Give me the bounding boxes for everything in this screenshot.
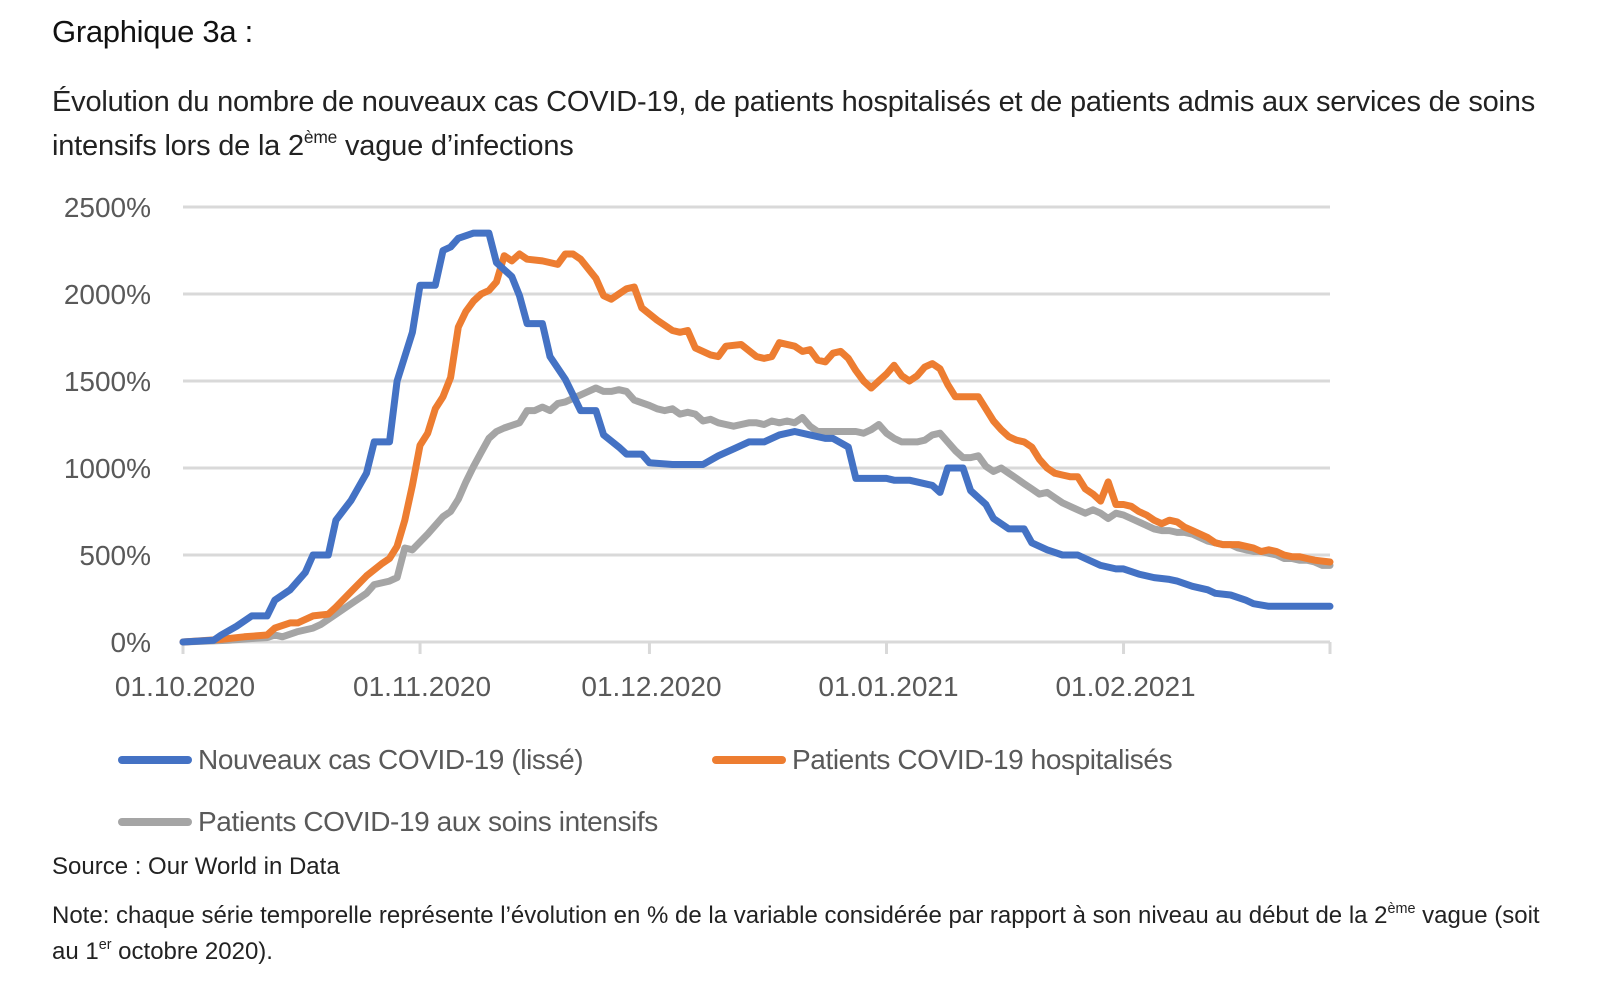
- x-tick-label: 01.10.2020: [115, 671, 255, 702]
- legend-label-hospitalised: Patients COVID-19 hospitalisés: [792, 744, 1173, 775]
- legend-item-icu: Patients COVID-19 aux soins intensifs: [118, 806, 658, 838]
- gridlines: [183, 205, 1330, 557]
- chart-title: Évolution du nombre de nouveaux cas COVI…: [52, 80, 1552, 168]
- x-tick-label: 01.12.2020: [581, 671, 721, 702]
- y-axis-labels: 0% 500% 1000% 1500% 2000% 2500%: [64, 192, 151, 658]
- chart-title-part1: Évolution du nombre de nouveaux cas COVI…: [52, 86, 1536, 162]
- y-tick-label: 1500%: [64, 366, 151, 397]
- note-text: Note: chaque série temporelle représente…: [52, 898, 1552, 970]
- note-part3: octobre 2020).: [111, 938, 273, 965]
- legend-label-new-cases: Nouveaux cas COVID-19 (lissé): [198, 744, 584, 775]
- x-tick-label: 01.01.2021: [818, 671, 958, 702]
- note-part1: Note: chaque série temporelle représente…: [52, 902, 1388, 929]
- note-superscript-2: er: [98, 936, 112, 953]
- line-chart: 0%500%1000%1500%2000%2500% 01.10.2020 01.…: [64, 192, 1334, 702]
- legend-label-icu: Patients COVID-19 aux soins intensifs: [198, 806, 658, 837]
- source-text: Source : Our World in Data: [52, 853, 340, 880]
- legend-swatch-hospitalised: [712, 756, 786, 764]
- legend-swatch-new-cases: [118, 756, 192, 764]
- note-superscript-1: ème: [1387, 900, 1416, 917]
- y-tick-label: 0%: [111, 627, 151, 658]
- legend-item-new-cases: Nouveaux cas COVID-19 (lissé): [118, 744, 584, 776]
- series-line-hospitalised: [179, 250, 1334, 646]
- series-line-icu: [179, 384, 1334, 646]
- x-axis: [181, 640, 1332, 654]
- x-tick-label: 01.11.2020: [353, 671, 491, 702]
- chart-title-part2: vague d’infections: [337, 130, 574, 162]
- note-part2: vague (soit au 1: [52, 902, 1540, 965]
- legend-swatch-icu: [118, 818, 192, 826]
- series-lines: [179, 229, 1334, 646]
- y-tick-label: 2500%: [64, 192, 151, 223]
- legend-item-hospitalised: Patients COVID-19 hospitalisés: [712, 744, 1173, 776]
- series-line-new-cases: [179, 229, 1334, 646]
- x-tick-label: 01.02.2021: [1055, 671, 1195, 702]
- figure-heading: Graphique 3a :: [52, 14, 253, 49]
- x-axis-labels: 01.10.2020 01.11.2020 01.12.2020 01.01.2021…: [115, 671, 1196, 702]
- legend: Nouveaux cas COVID-19 (lissé) Patients C…: [0, 730, 1600, 850]
- chart-title-superscript: ème: [303, 126, 338, 147]
- y-tick-label: 500%: [79, 540, 151, 571]
- y-tick-label: 1000%: [64, 453, 151, 484]
- y-tick-label: 2000%: [64, 279, 151, 310]
